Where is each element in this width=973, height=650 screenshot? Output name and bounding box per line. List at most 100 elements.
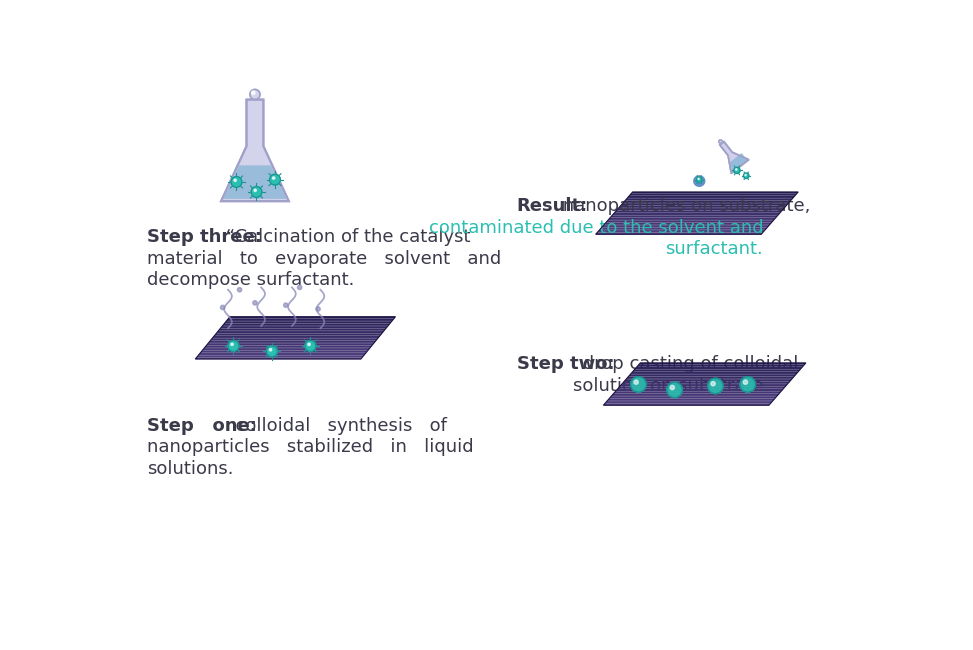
Polygon shape (623, 382, 790, 383)
Polygon shape (208, 342, 375, 344)
Polygon shape (209, 341, 377, 342)
Circle shape (283, 303, 288, 307)
Polygon shape (229, 317, 395, 318)
Polygon shape (610, 216, 777, 217)
Polygon shape (630, 194, 797, 196)
Circle shape (234, 179, 236, 181)
Circle shape (221, 306, 225, 309)
Text: solution on substrate: solution on substrate (572, 377, 763, 395)
Circle shape (743, 380, 747, 384)
Circle shape (670, 385, 674, 390)
Circle shape (267, 346, 277, 357)
Polygon shape (629, 196, 795, 197)
Polygon shape (199, 352, 367, 354)
Circle shape (298, 285, 302, 290)
Circle shape (736, 169, 737, 170)
Polygon shape (614, 392, 780, 393)
Polygon shape (225, 322, 391, 324)
Circle shape (237, 287, 241, 292)
Polygon shape (613, 213, 780, 214)
Polygon shape (197, 356, 364, 358)
Polygon shape (621, 204, 788, 205)
Text: Step two:: Step two: (517, 355, 614, 373)
Text: solutions.: solutions. (147, 460, 234, 478)
Polygon shape (620, 385, 787, 387)
Polygon shape (615, 211, 782, 213)
Polygon shape (220, 327, 387, 328)
Polygon shape (608, 398, 775, 400)
Polygon shape (603, 404, 771, 405)
Polygon shape (219, 328, 385, 330)
Polygon shape (626, 378, 793, 380)
Polygon shape (612, 214, 779, 216)
Circle shape (252, 91, 255, 94)
Circle shape (254, 189, 256, 192)
Polygon shape (612, 393, 779, 395)
Polygon shape (224, 165, 286, 199)
Polygon shape (631, 371, 799, 373)
Polygon shape (693, 175, 705, 187)
Circle shape (667, 382, 682, 398)
Polygon shape (626, 199, 792, 200)
Text: Step   one:: Step one: (147, 417, 257, 435)
Polygon shape (595, 233, 763, 234)
Circle shape (697, 177, 702, 183)
Polygon shape (618, 387, 785, 388)
Polygon shape (624, 200, 791, 202)
Polygon shape (627, 376, 794, 378)
Polygon shape (598, 229, 766, 231)
Polygon shape (607, 219, 775, 221)
Polygon shape (633, 370, 800, 371)
Polygon shape (221, 99, 289, 202)
Polygon shape (226, 320, 393, 322)
Text: surfactant.: surfactant. (666, 240, 763, 259)
Circle shape (232, 177, 242, 187)
Polygon shape (618, 207, 785, 209)
Circle shape (250, 90, 260, 99)
Text: contaminated due to the solvent and: contaminated due to the solvent and (428, 219, 763, 237)
Polygon shape (730, 153, 747, 172)
Polygon shape (222, 325, 388, 327)
Circle shape (745, 174, 746, 176)
Polygon shape (616, 209, 783, 211)
Circle shape (270, 348, 271, 351)
Polygon shape (621, 384, 788, 385)
Circle shape (707, 378, 723, 394)
Polygon shape (210, 339, 378, 341)
Polygon shape (720, 142, 749, 174)
Polygon shape (624, 380, 791, 382)
Circle shape (711, 382, 715, 386)
Polygon shape (609, 217, 776, 219)
Polygon shape (223, 324, 390, 325)
Circle shape (270, 174, 280, 185)
Polygon shape (639, 363, 806, 365)
Polygon shape (629, 375, 796, 376)
Polygon shape (200, 350, 368, 352)
Polygon shape (215, 333, 381, 335)
Polygon shape (636, 367, 803, 368)
Polygon shape (617, 388, 783, 390)
Polygon shape (206, 344, 374, 346)
Polygon shape (597, 231, 764, 233)
Circle shape (228, 341, 238, 352)
Text: nanoparticles   stabilized   in   liquid: nanoparticles stabilized in liquid (147, 438, 474, 456)
Circle shape (719, 140, 722, 144)
Circle shape (231, 343, 234, 346)
Polygon shape (611, 395, 777, 396)
Polygon shape (637, 365, 805, 367)
Text: nanoparticles on substrate,: nanoparticles on substrate, (557, 198, 811, 215)
Polygon shape (198, 354, 365, 356)
Polygon shape (615, 390, 782, 392)
Polygon shape (630, 373, 797, 375)
Circle shape (316, 307, 320, 311)
Polygon shape (623, 202, 789, 204)
Polygon shape (604, 222, 772, 224)
Polygon shape (202, 349, 369, 350)
Circle shape (743, 173, 749, 179)
Polygon shape (203, 347, 371, 349)
Circle shape (253, 301, 257, 305)
Polygon shape (603, 224, 770, 226)
Polygon shape (627, 197, 794, 199)
Polygon shape (634, 368, 802, 370)
Polygon shape (631, 192, 798, 194)
